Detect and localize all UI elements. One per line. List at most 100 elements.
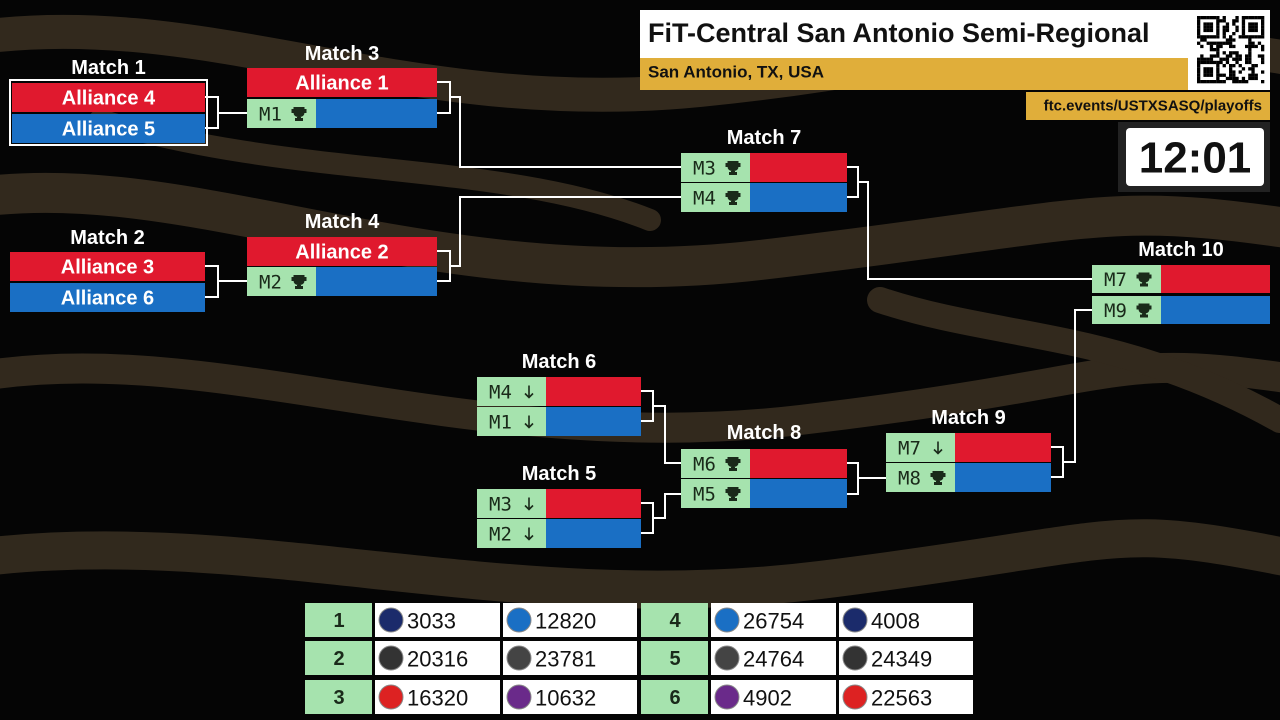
qr-module	[1209, 44, 1214, 49]
source-cell	[247, 99, 316, 128]
trophy-icon	[725, 487, 741, 501]
qr-module	[1238, 64, 1242, 68]
qr-module	[1248, 67, 1252, 71]
source-cell	[1092, 265, 1161, 293]
qr-module	[1200, 60, 1204, 65]
alliance-slot	[247, 68, 437, 97]
qr-module	[1225, 28, 1230, 33]
qr-module	[1232, 19, 1236, 23]
alliance-slot	[750, 479, 847, 508]
match: Match 3 Alliance 1 M1	[247, 43, 437, 128]
connectors	[205, 81, 1092, 534]
team-logo	[842, 607, 868, 633]
qr-module	[1261, 35, 1265, 39]
team-logo	[842, 645, 868, 671]
qr-module	[1222, 51, 1226, 55]
timer: 12:01	[1139, 134, 1252, 183]
qr-module	[1261, 16, 1265, 20]
qr-module	[1216, 67, 1220, 71]
alliance-slot	[750, 449, 847, 478]
qr-module	[1203, 57, 1207, 61]
qr-module	[1203, 73, 1207, 77]
qr-module	[1219, 60, 1223, 65]
qr-module	[1222, 25, 1226, 29]
alliance-slot	[1161, 296, 1270, 324]
qr-module	[1245, 54, 1249, 58]
source-match: M1	[259, 104, 282, 126]
qr-module	[1229, 44, 1233, 49]
match: Match 10 M7 M9	[1092, 239, 1270, 324]
qr-module	[1232, 38, 1236, 42]
qr-module	[1206, 73, 1210, 77]
alliance-slot	[750, 153, 847, 182]
team-logo	[714, 684, 740, 710]
alliance-slot	[12, 83, 205, 112]
qr-module	[1251, 41, 1255, 45]
qr-module	[1235, 57, 1239, 61]
qr-module	[1200, 44, 1204, 49]
qr-module	[1206, 25, 1210, 29]
qr-module	[1197, 22, 1201, 26]
alliance-name: Alliance 3	[61, 257, 154, 279]
team-logo	[378, 684, 404, 710]
alliance-name: Alliance 5	[62, 119, 155, 141]
qr-module	[1248, 48, 1252, 52]
qr-module	[1248, 38, 1252, 42]
qr-module	[1251, 16, 1255, 20]
qr-module	[1213, 16, 1217, 20]
qr-module	[1241, 80, 1246, 84]
qr-module	[1241, 16, 1246, 20]
source-match: M2	[489, 524, 512, 546]
qr-module	[1248, 41, 1252, 45]
trophy-icon	[725, 457, 741, 471]
qr-module	[1241, 76, 1246, 81]
source-cell	[477, 489, 546, 518]
team-number: 24349	[871, 647, 932, 672]
arrow-icon	[524, 497, 534, 511]
qr-module	[1197, 76, 1201, 81]
timer-box	[1126, 128, 1264, 186]
qr-module	[1261, 28, 1265, 33]
qr-module	[1200, 80, 1204, 84]
trophy-icon	[725, 191, 741, 205]
alliance-name: Alliance 2	[295, 242, 388, 264]
seed: 3	[333, 687, 344, 709]
qr-module	[1229, 70, 1233, 74]
qr-module	[1216, 70, 1220, 74]
trophy-icon	[1136, 272, 1152, 287]
source-match: M8	[898, 468, 921, 490]
alliance-slot	[316, 99, 437, 128]
qr-module	[1216, 41, 1220, 45]
qr-module	[1219, 19, 1223, 23]
qr-module	[1200, 16, 1204, 20]
qr-module	[1200, 35, 1204, 39]
qr-module	[1232, 57, 1236, 61]
event-title: FiT-Central San Antonio Semi-Regional	[648, 18, 1150, 48]
match-label: Match 1	[71, 57, 145, 79]
source-match: M9	[1104, 300, 1127, 322]
arrow-icon	[933, 441, 943, 455]
qr-module	[1197, 25, 1201, 29]
qr-module	[1200, 54, 1204, 58]
qr-module	[1261, 80, 1265, 84]
matches: Match 1 Alliance 4 Alliance 5 Match 2 Allian…	[9, 43, 1270, 548]
qr-module	[1216, 32, 1220, 36]
seed-cell	[641, 680, 708, 714]
qr-module	[1213, 80, 1217, 84]
trophy-icon	[725, 161, 741, 175]
seed-cell	[641, 603, 708, 637]
alliance-slot	[1161, 265, 1270, 293]
qr-module	[1219, 41, 1223, 45]
source-cell	[477, 377, 546, 406]
qr-module	[1216, 54, 1220, 58]
qr-module	[1200, 57, 1204, 61]
event-header: FiT-Central San Antonio Semi-Regional Sa…	[640, 10, 1270, 192]
qr-module	[1229, 73, 1233, 77]
qr-module	[1261, 32, 1265, 36]
match: Match 1 Alliance 4 Alliance 5	[9, 57, 208, 146]
source-cell	[681, 449, 750, 478]
qr-module	[1248, 25, 1252, 29]
qr-module	[1248, 35, 1252, 39]
alliance-slot	[955, 463, 1051, 492]
